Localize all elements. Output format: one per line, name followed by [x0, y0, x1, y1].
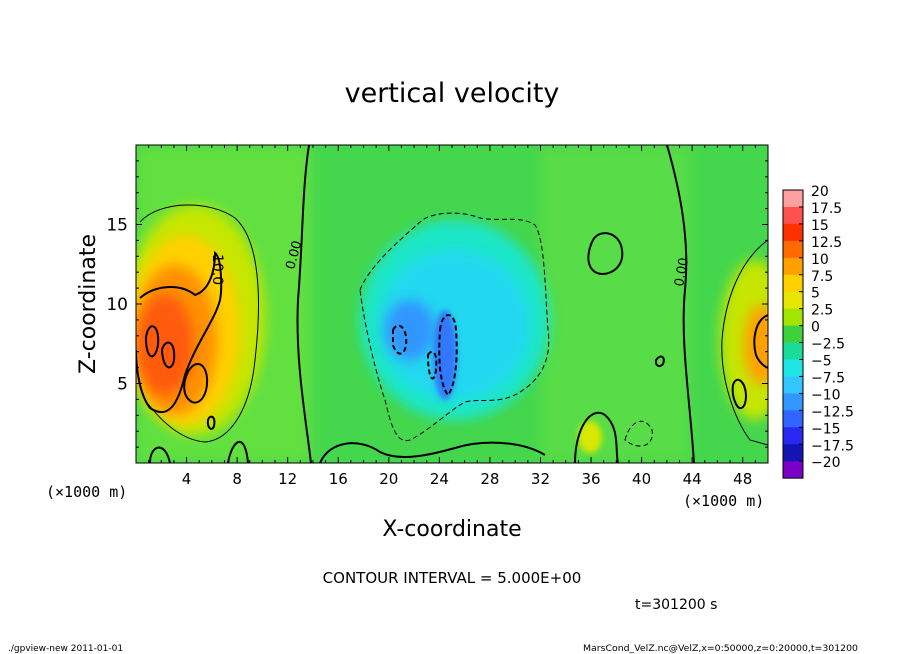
time-text: t=301200 s — [635, 597, 717, 613]
contour-left-ring — [183, 363, 209, 404]
colorbar-label: −7.5 — [811, 370, 845, 386]
x-tick-label: 40 — [632, 470, 651, 488]
contours — [136, 145, 768, 463]
colorbar-label: −2.5 — [811, 337, 845, 353]
colorbar-swatch — [783, 393, 803, 411]
colorbar-label: −17.5 — [811, 438, 854, 454]
colorbar-label: 10 — [811, 252, 829, 268]
downdraft-core-a — [385, 300, 435, 360]
colorbar-label: −10 — [811, 387, 841, 403]
y-axis-unit: (×1000 m) — [46, 483, 127, 501]
x-tick-label: 16 — [329, 470, 348, 488]
downdraft-mid — [380, 250, 530, 400]
contour-neg-core-b — [438, 314, 458, 397]
contour-10-left — [136, 251, 223, 414]
contour-left-small — [206, 415, 216, 430]
contour-zero-small — [574, 411, 619, 463]
contour-right-thin — [721, 239, 768, 446]
colorbar-swatch — [783, 427, 803, 445]
y-tick-label: 10 — [106, 295, 128, 315]
colorbar-swatch — [783, 308, 803, 326]
colorbar-label: −5 — [811, 354, 832, 370]
footer-right-text: MarsCond_VelZ.nc@VelZ,x=0:50000,z=0:2000… — [583, 644, 858, 654]
colorbar-swatch — [783, 376, 803, 394]
colorbar-label: 12.5 — [811, 235, 842, 251]
colorbar-label: 0 — [811, 320, 820, 336]
colorbar-swatch — [783, 325, 803, 343]
colorbar-label: −12.5 — [811, 404, 854, 420]
x-tick-label: 12 — [278, 470, 297, 488]
downdraft-core-b — [433, 310, 457, 400]
contour-label-zero-left: 0.00 — [283, 239, 305, 271]
contour-right-ring — [731, 378, 748, 410]
footer-left-text: ./gpview-new 2011-01-01 — [8, 644, 123, 654]
chart-title: vertical velocity — [345, 78, 560, 109]
colorbar-label: 5 — [811, 286, 820, 302]
colorbar-swatch — [783, 359, 803, 377]
colorbar-swatch — [783, 223, 803, 242]
colorbar-label: 2.5 — [811, 303, 833, 319]
x-axis-label: X-coordinate — [382, 517, 521, 542]
x-tick-label: 36 — [581, 470, 600, 488]
x-tick-label: 44 — [683, 470, 702, 488]
heatmap-field — [136, 145, 768, 463]
x-tick-label: 24 — [430, 470, 449, 488]
contour-zero-low-left2 — [227, 440, 249, 463]
colorbar-swatch — [783, 444, 803, 462]
colorbar-frame — [782, 189, 804, 479]
contour-15-left — [144, 325, 160, 358]
contour-zero-bottom — [319, 441, 546, 463]
colorbar-swatch — [783, 342, 803, 360]
colorbar-swatch — [783, 257, 803, 276]
colorbar-label: −15 — [811, 421, 841, 437]
x-tick-label: 32 — [531, 470, 550, 488]
contour-label-zero-right: 0.00 — [672, 257, 692, 288]
contour-label-group: 10.0 0.00 0.00 — [209, 239, 692, 288]
contour-zero-blob — [587, 232, 624, 275]
x-tick-label: 20 — [379, 470, 398, 488]
colorbar-swatch — [783, 291, 803, 309]
updraft-small — [578, 421, 602, 453]
colorbar-swatch — [783, 190, 803, 208]
contour-left-thin — [139, 204, 259, 443]
y-tick-label: 5 — [117, 375, 128, 395]
updraft-right-core — [744, 305, 768, 385]
colorbar-label: −20 — [811, 455, 841, 471]
y-tick-label: 15 — [106, 216, 128, 236]
contour-zero-right — [666, 145, 695, 463]
colorbar-swatch — [783, 461, 803, 479]
contour-label-10: 10.0 — [209, 254, 225, 285]
contour-right-outer — [753, 314, 768, 369]
x-axis: 4 8 12 16 20 24 28 32 36 40 44 48 — [148, 145, 756, 488]
colorbar-label: 15 — [811, 218, 829, 234]
x-tick-label: 4 — [182, 470, 192, 488]
field-band-right — [540, 145, 690, 463]
colorbar-label: 7.5 — [811, 269, 833, 285]
colorbar-swatch — [783, 274, 803, 292]
contour-zero-left — [296, 145, 312, 463]
contour-interval-text: CONTOUR INTERVAL = 5.000E+00 — [323, 569, 582, 587]
colorbar-label: 20 — [811, 184, 829, 200]
contour-right-dot — [654, 355, 665, 368]
contour-15-left2 — [160, 341, 176, 369]
colorbar-swatch — [783, 206, 803, 225]
y-axis: 5 10 15 — [106, 160, 768, 448]
contour-zero-low-left — [149, 446, 171, 463]
contour-neg-small — [624, 420, 653, 447]
y-axis-label: Z-coordinate — [76, 234, 101, 374]
colorbar-swatch — [783, 410, 803, 428]
x-tick-label: 48 — [733, 470, 752, 488]
x-tick-label: 8 — [232, 470, 242, 488]
x-tick-label: 28 — [480, 470, 499, 488]
colorbar-swatch — [783, 240, 803, 259]
x-axis-unit: (×1000 m) — [683, 492, 764, 510]
contour-neg-core-c — [426, 350, 438, 380]
colorbar: 2017.51512.5107.552.50−2.5−5−7.5−10−12.5… — [782, 184, 854, 479]
colorbar-label: 17.5 — [811, 201, 842, 217]
contour-neg-outer — [359, 212, 550, 442]
